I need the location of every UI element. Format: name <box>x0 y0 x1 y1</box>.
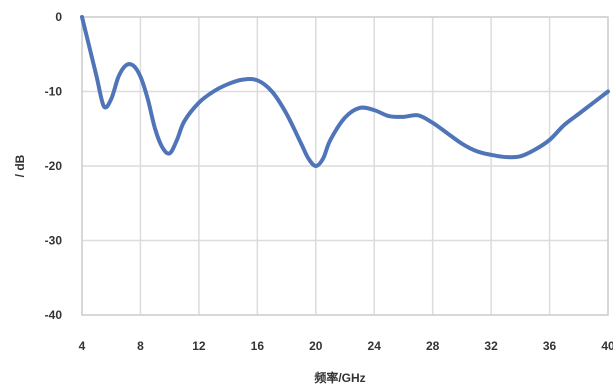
plot-frame <box>81 16 609 316</box>
y-tick-label: -30 <box>45 234 63 248</box>
y-axis-title: / dB <box>13 154 27 177</box>
y-tick-label: -20 <box>45 159 63 173</box>
grid <box>81 16 609 316</box>
y-tick-label: -40 <box>45 308 63 322</box>
x-axis-title: 频率/GHz <box>314 370 365 385</box>
x-tick-label: 28 <box>426 339 440 353</box>
y-tick-label: 0 <box>55 10 62 24</box>
series-line-0 <box>80 15 610 168</box>
x-tick-label: 16 <box>251 339 265 353</box>
x-tick-label: 20 <box>309 339 323 353</box>
x-tick-label: 4 <box>79 339 86 353</box>
x-tick-label: 36 <box>543 339 557 353</box>
y-axis-ticks: 0 -10 -20 -30 -40 <box>45 10 63 322</box>
x-axis-ticks: 4 8 12 16 20 24 28 32 36 40 <box>79 339 613 353</box>
x-tick-label: 24 <box>368 339 382 353</box>
x-tick-label: 32 <box>484 339 498 353</box>
x-tick-label: 12 <box>192 339 206 353</box>
x-tick-label: 40 <box>601 339 613 353</box>
series-layer <box>80 15 610 168</box>
x-tick-label: 8 <box>137 339 144 353</box>
y-tick-label: -10 <box>45 85 63 99</box>
